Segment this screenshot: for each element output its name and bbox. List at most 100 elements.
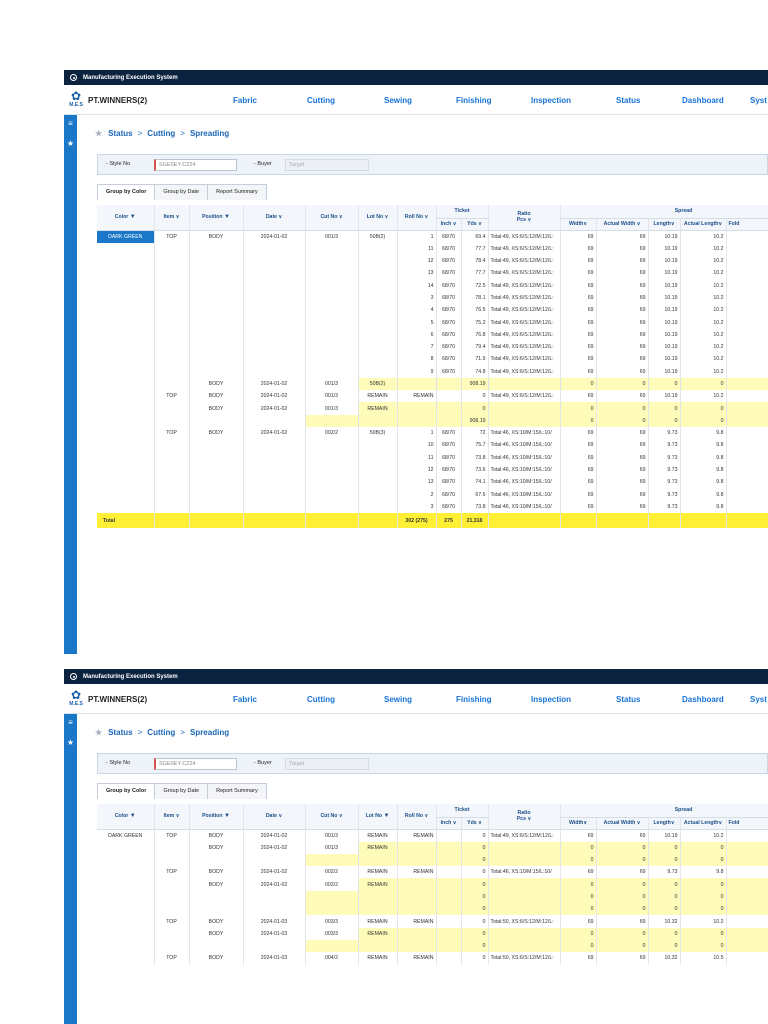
col-color[interactable]: Color ▼	[97, 804, 155, 830]
menu-list-icon[interactable]: ≡	[68, 718, 73, 727]
col-actual-length[interactable]: Actual Length∨	[680, 817, 727, 830]
chevron-down-icon[interactable]: ∨	[278, 813, 283, 820]
chevron-down-icon[interactable]: ∨	[478, 820, 482, 827]
col-length[interactable]: Length∨	[648, 817, 681, 830]
filter-icon[interactable]: ▼	[129, 214, 136, 221]
chevron-down-icon[interactable]: ∨	[384, 214, 389, 221]
table-row[interactable]: TOP BODY 2024-01-02 002/2 50B(3) 1 68/70 72 Tota…	[97, 427, 768, 440]
table-row[interactable]: 6 68/70 76.8 Total:49, XS:6/S:12/M:12/L: 69 6…	[97, 328, 768, 341]
favorite-star-icon[interactable]: ★	[95, 728, 103, 737]
chevron-down-icon[interactable]: ∨	[175, 813, 180, 820]
style-no-input[interactable]: SGE0EY-C224	[154, 159, 237, 171]
col-fold[interactable]: Fold	[726, 218, 768, 231]
table-row[interactable]: 3 68/70 73.8 Total:46, XS:10/M:15/L:10/69 69…	[97, 500, 768, 514]
menu-inspection[interactable]: Inspection	[531, 695, 572, 704]
chevron-down-icon[interactable]: ∨	[636, 820, 641, 827]
chevron-down-icon[interactable]: ∨	[424, 214, 429, 221]
chevron-down-icon[interactable]: ∨	[527, 217, 532, 224]
chevron-down-icon[interactable]: ∨	[670, 221, 675, 228]
col-position[interactable]: Position ▼	[189, 205, 244, 231]
col-ratio[interactable]: Ratio Pcs ∨	[488, 205, 561, 231]
col-lot-no[interactable]: Lot No ▼	[358, 804, 398, 830]
table-row[interactable]: 3 68/70 78.1 Total:49, XS:6/S:12/M:12/L: 69 6…	[97, 291, 768, 305]
table-row[interactable]: BODY 2024-01-02 002/2 REMAIN 0 0 0 0 0	[97, 878, 768, 891]
menu-cutting[interactable]: Cutting	[307, 96, 335, 105]
col-item[interactable]: Item ∨	[154, 205, 190, 231]
buyer-input[interactable]: Target	[285, 758, 369, 770]
table-row[interactable]: 9 68/70 74.8 Total:49, XS:6/S:12/M:12/L: 69 6…	[97, 365, 768, 378]
col-inch[interactable]: Inch ∨	[436, 218, 462, 231]
col-date[interactable]: Date ∨	[243, 205, 306, 231]
tab-group-by-color[interactable]: Group by Color	[97, 184, 156, 200]
menu-status[interactable]: Status	[616, 96, 641, 105]
menu-finishing[interactable]: Finishing	[456, 695, 492, 704]
chevron-down-icon[interactable]: ∨	[583, 221, 588, 228]
menu-fabric[interactable]: Fabric	[233, 96, 258, 105]
col-yds[interactable]: Yds ∨	[461, 218, 489, 231]
menu-sewing[interactable]: Sewing	[384, 695, 413, 704]
table-row[interactable]: 5 68/70 75.2 Total:49, XS:6/S:12/M:12/L: 69 6…	[97, 316, 768, 329]
table-row[interactable]: BODY 2024-01-02 001/3 REMAIN 0 0 0 0 0	[97, 841, 768, 854]
chevron-down-icon[interactable]: ∨	[452, 820, 457, 827]
col-length[interactable]: Length∨	[648, 218, 681, 231]
chevron-down-icon[interactable]: ∨	[718, 221, 723, 228]
chevron-down-icon[interactable]: ∨	[478, 221, 482, 228]
filter-icon[interactable]: ▼	[129, 813, 136, 820]
table-row[interactable]: 11 68/70 77.7 Total:49, XS:6/S:12/M:12/L: 69…	[97, 242, 768, 255]
col-actual-width[interactable]: Actual Width ∨	[596, 817, 649, 830]
col-date[interactable]: Date ∨	[243, 804, 306, 830]
menu-fabric[interactable]: Fabric	[233, 695, 258, 704]
table-row[interactable]: 8 68/70 71.9 Total:49, XS:6/S:12/M:12/L: 69 6…	[97, 353, 768, 366]
col-lot-no[interactable]: Lot No ∨	[358, 205, 398, 231]
table-row[interactable]: BODY 2024-01-03 003/3 REMAIN 0 0 0 0 0	[97, 927, 768, 940]
col-width[interactable]: Width∨	[560, 817, 597, 830]
breadcrumb-cutting[interactable]: Cutting	[147, 728, 176, 737]
chevron-down-icon[interactable]: ∨	[636, 221, 641, 228]
table-row[interactable]: 4 68/70 76.5 Total:49, XS:6/S:12/M:12/L: 69 6…	[97, 304, 768, 317]
menu-system[interactable]: Syst	[750, 695, 767, 704]
menu-sewing[interactable]: Sewing	[384, 96, 413, 105]
chevron-down-icon[interactable]: ∨	[338, 813, 343, 820]
col-actual-length[interactable]: Actual Length∨	[680, 218, 727, 231]
tab-report-summary[interactable]: Report Summary	[207, 783, 267, 799]
chevron-down-icon[interactable]: ∨	[175, 214, 180, 221]
menu-system[interactable]: Syst	[750, 96, 767, 105]
menu-dashboard[interactable]: Dashboard	[682, 96, 724, 105]
favorites-star-icon[interactable]: ★	[66, 738, 75, 747]
chevron-down-icon[interactable]: ∨	[527, 816, 532, 823]
tab-group-by-color[interactable]: Group by Color	[97, 783, 156, 799]
table-row[interactable]: 12 68/70 78.4 Total:49, XS:6/S:12/M:12/L: 69…	[97, 254, 768, 268]
filter-icon[interactable]: ▼	[223, 214, 230, 221]
table-row[interactable]: DARK GREEN TOP BODY 2024-01-02 001/3 REMAIN RE…	[97, 829, 768, 842]
col-inch[interactable]: Inch ∨	[436, 817, 462, 830]
table-row[interactable]: 13 68/70 77.7 Total:49, XS:6/S:12/M:12/L: 69…	[97, 267, 768, 280]
col-yds[interactable]: Yds ∨	[461, 817, 489, 830]
table-row[interactable]: 12 68/70 73.6 Total:46, XS:10/M:15/L:10/69 6…	[97, 463, 768, 477]
table-row[interactable]: BODY 2024-01-02 001/3 50B(2) 908.19 0 0 0 0	[97, 377, 768, 391]
table-row[interactable]: TOP BODY 2024-01-02 002/2 REMAIN REMAIN 0 Total…	[97, 866, 768, 879]
table-row[interactable]: 7 68/70 79.4 Total:49, XS:6/S:12/M:12/L: 69 6…	[97, 340, 768, 354]
breadcrumb-status[interactable]: Status	[108, 129, 133, 138]
table-row[interactable]: DARK GREEN TOP BODY 2024-01-02 001/3 50B(2) 1 6…	[97, 230, 768, 243]
tab-group-by-date[interactable]: Group by Date	[154, 184, 209, 200]
chevron-down-icon[interactable]: ∨	[278, 214, 283, 221]
favorite-star-icon[interactable]: ★	[95, 129, 103, 138]
breadcrumb-status[interactable]: Status	[108, 728, 133, 737]
menu-finishing[interactable]: Finishing	[456, 96, 492, 105]
filter-icon[interactable]: ▼	[383, 813, 390, 820]
breadcrumb-cutting[interactable]: Cutting	[147, 129, 176, 138]
table-row[interactable]: 11 68/70 73.8 Total:46, XS:10/M:15/L:10/69 6…	[97, 451, 768, 464]
chevron-down-icon[interactable]: ∨	[424, 813, 429, 820]
menu-list-icon[interactable]: ≡	[68, 119, 73, 128]
col-roll-no[interactable]: Roll No ∨	[397, 205, 437, 231]
table-row[interactable]: TOP BODY 2024-01-03 003/3 REMAIN REMAIN 0 Total…	[97, 915, 768, 928]
style-no-input[interactable]: SGE0EY-C224	[154, 758, 237, 770]
table-row[interactable]: TOP BODY 2024-01-03 004/2 REMAIN REMAIN 0 Total…	[97, 952, 768, 965]
col-item[interactable]: Item ∨	[154, 804, 190, 830]
menu-cutting[interactable]: Cutting	[307, 695, 335, 704]
chevron-down-icon[interactable]: ∨	[338, 214, 343, 221]
brand-logo[interactable]: ✿ M.E.S	[66, 689, 86, 707]
